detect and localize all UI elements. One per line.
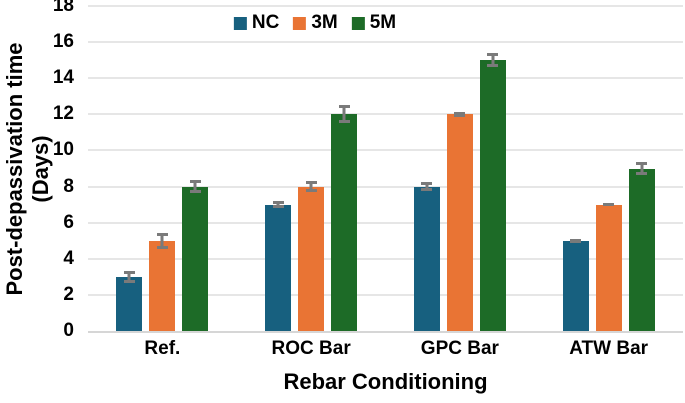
error-bar-5m-roc-bar	[338, 105, 350, 124]
y-tick-label-12: 12	[52, 103, 74, 125]
bar-nc-roc-bar	[265, 204, 292, 331]
legend-swatch-5m-icon	[351, 16, 365, 30]
error-bar-cap-bottom	[487, 64, 499, 68]
bar-5m-atw-bar	[628, 168, 655, 331]
x-axis-line	[88, 331, 683, 333]
error-bar-cap-top	[123, 270, 135, 274]
error-bar-cap-top	[305, 181, 317, 185]
error-bar-line	[276, 201, 280, 208]
error-bar-cap-bottom	[305, 188, 317, 192]
legend-swatch-nc-icon	[233, 16, 247, 30]
error-bar-3m-roc-bar	[305, 181, 317, 192]
legend-label-3m: 3M	[311, 12, 338, 33]
bar-3m-roc-bar	[298, 186, 325, 331]
bar-nc-ref	[116, 276, 143, 331]
error-bar-line	[193, 180, 197, 193]
bar-5m-roc-bar	[331, 114, 358, 331]
error-bar-cap-top	[189, 180, 201, 184]
error-bar-line	[425, 182, 429, 192]
gridline-y-8	[88, 185, 683, 188]
chart-legend: NC 3M 5M	[233, 12, 397, 33]
error-bar-cap-top	[636, 162, 648, 166]
x-axis-labels: Ref. ROC Bar GPC Bar ATW Bar	[88, 337, 683, 361]
y-tick-label-18: 18	[52, 0, 74, 16]
gridline-y-14	[88, 77, 683, 80]
y-axis-ticks: 0 2 4 6 8 10 12 14 16 18	[0, 0, 74, 341]
legend-label-5m: 5M	[369, 12, 397, 33]
error-bar-cap-bottom	[338, 120, 350, 124]
error-bar-cap-bottom	[454, 113, 466, 117]
error-bar-5m-ref	[189, 180, 201, 193]
x-category-label-ref: Ref.	[144, 338, 181, 359]
error-bar-cap-bottom	[123, 280, 135, 284]
error-bar-3m-atw-bar	[603, 202, 615, 207]
error-bar-line	[127, 270, 131, 284]
bar-nc-atw-bar	[562, 240, 589, 331]
legend-swatch-3m-icon	[293, 16, 307, 30]
error-bar-5m-gpc-bar	[487, 52, 499, 68]
error-bar-cap-bottom	[189, 189, 201, 193]
error-bar-line	[491, 52, 495, 68]
error-bar-cap-bottom	[603, 203, 615, 207]
bar-5m-gpc-bar	[479, 60, 506, 331]
legend-label-nc: NC	[251, 12, 280, 33]
error-bar-cap-top	[156, 232, 168, 236]
error-bar-cap-bottom	[636, 171, 648, 175]
error-bar-cap-top	[338, 105, 350, 109]
legend-item-5m: 5M	[351, 12, 397, 33]
error-bar-cap-top	[421, 182, 433, 186]
y-tick-label-6: 6	[63, 211, 74, 233]
bar-nc-gpc-bar	[413, 186, 440, 331]
gridline-y-4	[88, 257, 683, 260]
bar-3m-ref	[149, 240, 176, 331]
error-bar-cap-bottom	[156, 245, 168, 249]
error-bar-nc-roc-bar	[272, 201, 284, 208]
x-category-label-gpc-bar: GPC Bar	[420, 338, 499, 359]
error-bar-3m-gpc-bar	[454, 112, 466, 117]
gridline-y-12	[88, 113, 683, 116]
bar-3m-gpc-bar	[446, 114, 473, 331]
x-category-label-atw-bar: ATW Bar	[569, 338, 649, 359]
error-bar-cap-bottom	[272, 204, 284, 208]
gridline-y-2	[88, 293, 683, 296]
error-bar-line	[342, 105, 346, 124]
error-bar-line	[160, 232, 164, 249]
error-bar-5m-atw-bar	[636, 162, 648, 175]
plot-area	[88, 5, 683, 333]
legend-item-3m: 3M	[293, 12, 338, 33]
error-bar-line	[640, 162, 644, 175]
error-bar-nc-ref	[123, 270, 135, 284]
y-tick-label-8: 8	[63, 175, 74, 197]
error-bar-3m-ref	[156, 232, 168, 249]
x-category-label-roc-bar: ROC Bar	[271, 338, 351, 359]
error-bar-nc-gpc-bar	[421, 182, 433, 192]
y-tick-label-16: 16	[52, 31, 74, 53]
error-bar-cap-top	[272, 201, 284, 205]
gridline-y-10	[88, 149, 683, 152]
gridline-y-16	[88, 41, 683, 44]
error-bar-cap-bottom	[421, 188, 433, 192]
y-tick-label-4: 4	[63, 247, 74, 269]
error-bar-cap-bottom	[570, 239, 582, 243]
bar-3m-atw-bar	[595, 204, 622, 331]
error-bar-nc-atw-bar	[570, 238, 582, 243]
legend-item-nc: NC	[233, 12, 280, 33]
y-tick-label-10: 10	[52, 139, 74, 161]
error-bar-cap-top	[487, 52, 499, 56]
x-axis-title: Rebar Conditioning	[283, 369, 488, 394]
gridline-y-6	[88, 221, 683, 224]
y-tick-label-0: 0	[63, 320, 74, 341]
error-bar-line	[309, 181, 313, 192]
y-tick-label-2: 2	[63, 283, 74, 305]
gridline-y-18	[88, 5, 683, 7]
y-tick-label-14: 14	[52, 67, 74, 89]
bar-5m-ref	[182, 186, 209, 331]
